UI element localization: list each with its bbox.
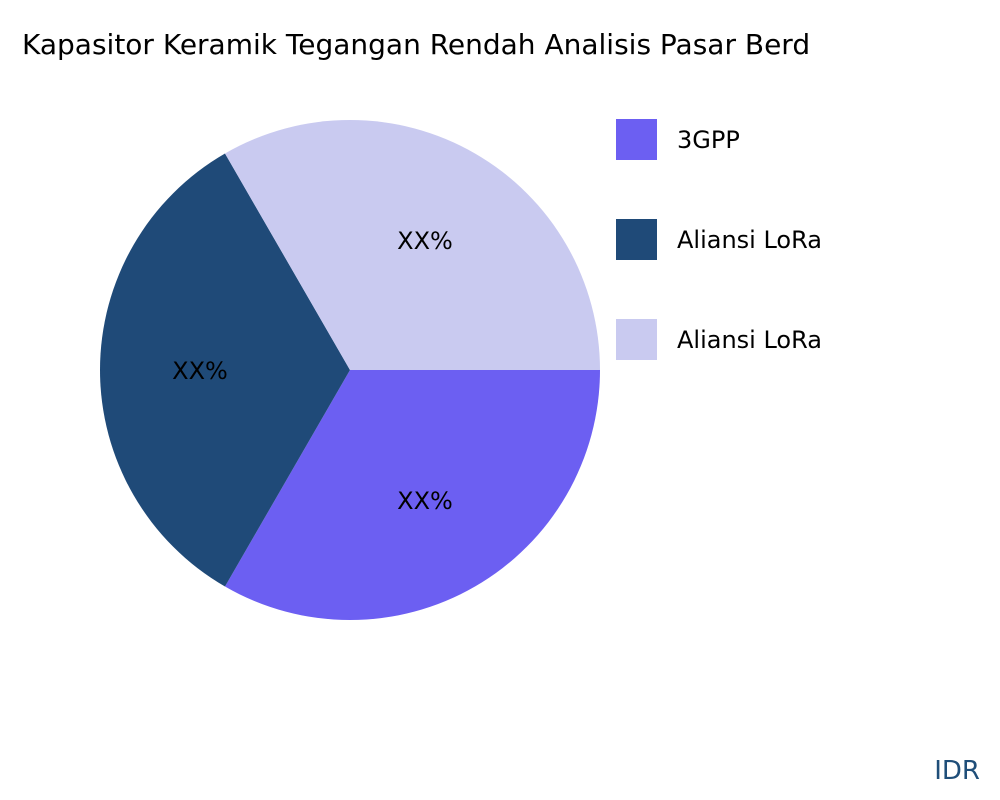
slice-label-1: XX% <box>172 357 228 385</box>
legend-swatch <box>616 319 657 360</box>
legend-swatch <box>616 119 657 160</box>
legend-item-2: Aliansi LoRa <box>616 319 822 360</box>
chart-title: Kapasitor Keramik Tegangan Rendah Analis… <box>22 28 811 61</box>
legend-label: Aliansi LoRa <box>677 325 822 354</box>
pie-slice-0 <box>225 370 600 620</box>
legend-item-0: 3GPP <box>616 119 740 160</box>
legend-swatch <box>616 219 657 260</box>
legend-label: 3GPP <box>677 125 740 154</box>
pie-slice-2 <box>225 119 600 370</box>
legend-item-1: Aliansi LoRa <box>616 219 822 260</box>
slice-label-2: XX% <box>397 227 453 255</box>
slice-label-0: XX% <box>397 487 453 515</box>
brand-logo-text: IDR <box>934 756 980 786</box>
legend-label: Aliansi LoRa <box>677 225 822 254</box>
